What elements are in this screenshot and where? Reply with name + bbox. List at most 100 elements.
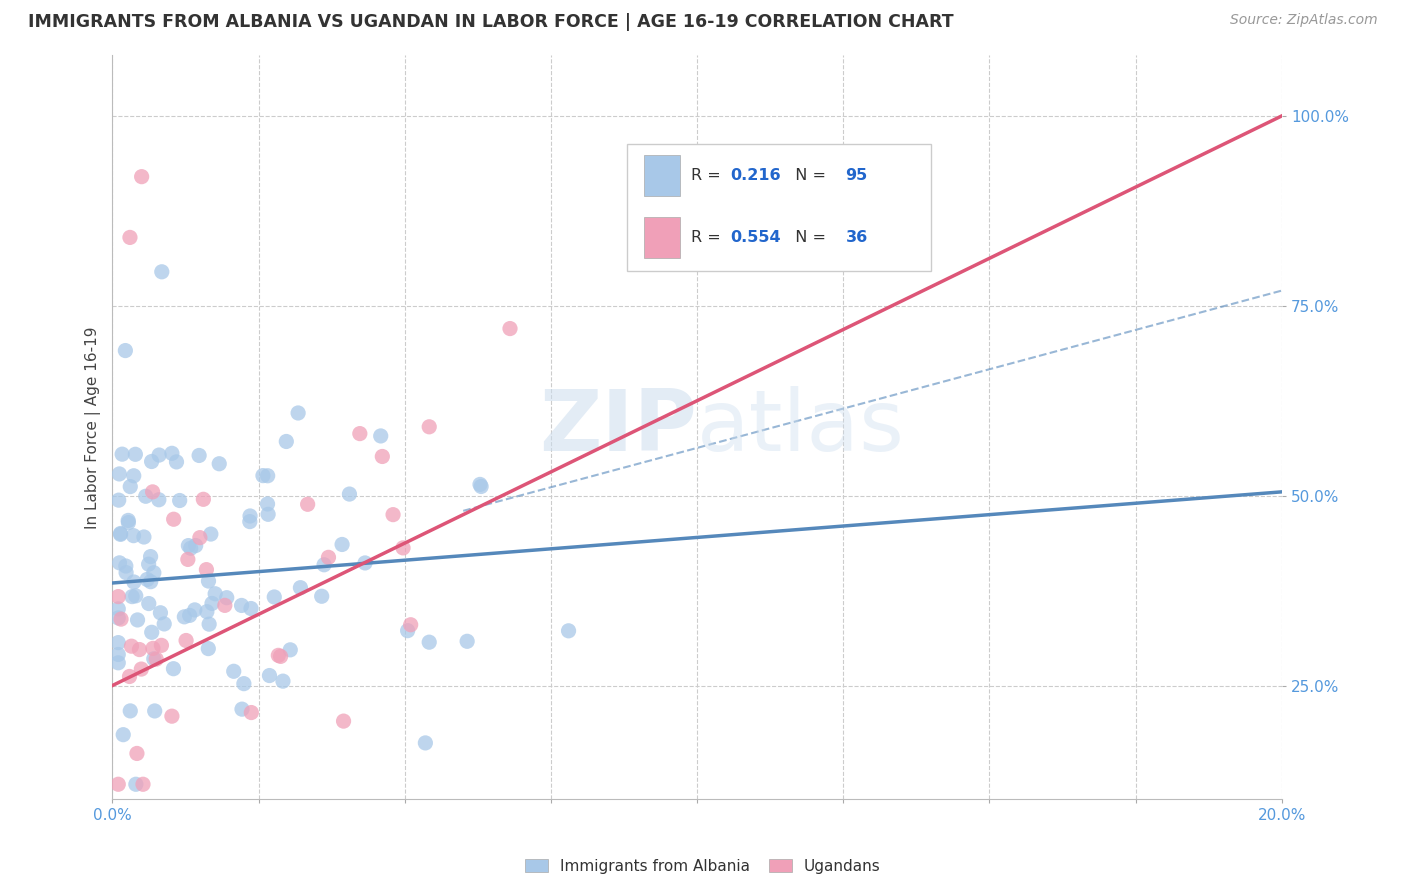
Point xyxy=(153,616,176,631)
Point xyxy=(311,589,333,603)
Point xyxy=(138,597,160,611)
Point xyxy=(201,596,224,610)
Point xyxy=(200,527,222,541)
Point xyxy=(339,487,361,501)
Point xyxy=(141,454,163,468)
Point xyxy=(278,643,301,657)
Point xyxy=(162,662,184,676)
Point xyxy=(122,574,145,589)
Point xyxy=(468,477,491,491)
Point xyxy=(122,528,145,542)
Point xyxy=(354,556,377,570)
Point xyxy=(125,747,148,761)
Point xyxy=(125,589,148,603)
Point xyxy=(371,450,394,464)
Point xyxy=(256,468,278,483)
Text: IMMIGRANTS FROM ALBANIA VS UGANDAN IN LABOR FORCE | AGE 16-19 CORRELATION CHART: IMMIGRANTS FROM ALBANIA VS UGANDAN IN LA… xyxy=(28,13,953,31)
Point xyxy=(332,714,354,728)
Point xyxy=(107,602,129,616)
Point xyxy=(382,508,405,522)
Point xyxy=(122,468,145,483)
Point xyxy=(131,169,153,184)
Point xyxy=(114,559,136,574)
Point xyxy=(110,527,132,541)
Point xyxy=(142,484,165,499)
Text: 36: 36 xyxy=(845,230,868,245)
Point xyxy=(117,513,139,527)
Point xyxy=(276,434,298,449)
Text: 0.216: 0.216 xyxy=(730,169,780,183)
Point xyxy=(252,468,274,483)
Point xyxy=(132,530,155,544)
Point xyxy=(418,635,440,649)
Point xyxy=(173,609,195,624)
Point xyxy=(120,480,142,494)
Point xyxy=(188,449,211,463)
Point xyxy=(108,556,131,570)
Text: N =: N = xyxy=(785,230,831,245)
Point xyxy=(231,599,253,613)
Point xyxy=(142,566,165,580)
Point xyxy=(256,497,278,511)
Point xyxy=(107,611,129,625)
Point xyxy=(160,709,183,723)
Point xyxy=(142,652,165,666)
FancyBboxPatch shape xyxy=(627,145,931,271)
Point xyxy=(148,492,170,507)
Point xyxy=(148,448,170,462)
Point xyxy=(263,590,285,604)
Text: R =: R = xyxy=(692,230,725,245)
Point xyxy=(160,446,183,460)
Point xyxy=(107,635,129,649)
Point xyxy=(107,656,129,670)
Point xyxy=(290,581,312,595)
Point xyxy=(179,608,201,623)
Bar xyxy=(644,155,679,196)
Text: R =: R = xyxy=(692,169,725,183)
Point xyxy=(267,648,290,663)
Point xyxy=(121,590,143,604)
Point xyxy=(349,426,371,441)
Point xyxy=(470,479,492,493)
Point xyxy=(127,613,149,627)
Point xyxy=(139,549,162,564)
Point xyxy=(193,492,215,507)
Point xyxy=(330,537,353,551)
Point xyxy=(318,550,340,565)
Point xyxy=(370,429,392,443)
Point xyxy=(120,704,142,718)
Point xyxy=(107,493,129,508)
Point xyxy=(150,265,173,279)
Point xyxy=(177,552,200,566)
Point xyxy=(208,457,231,471)
Point xyxy=(392,541,415,555)
Point xyxy=(259,668,281,682)
Point xyxy=(188,531,211,545)
Point xyxy=(139,574,162,589)
Point xyxy=(112,728,135,742)
Point xyxy=(131,662,153,676)
Point xyxy=(114,343,136,358)
Point xyxy=(108,467,131,481)
Text: 0.554: 0.554 xyxy=(730,230,780,245)
Point xyxy=(270,649,292,664)
Point xyxy=(124,447,146,461)
Point xyxy=(399,617,422,632)
Point xyxy=(174,633,197,648)
Point xyxy=(121,639,143,653)
Point xyxy=(111,447,134,461)
Point xyxy=(169,493,191,508)
Point xyxy=(232,676,254,690)
Point xyxy=(195,605,218,619)
Point xyxy=(149,606,172,620)
Point xyxy=(499,321,522,335)
Point xyxy=(125,777,148,791)
Point xyxy=(150,638,173,652)
Point xyxy=(118,230,141,244)
Point xyxy=(257,508,280,522)
Legend: Immigrants from Albania, Ugandans: Immigrants from Albania, Ugandans xyxy=(519,853,887,880)
Point xyxy=(166,455,188,469)
Point xyxy=(204,587,226,601)
Text: ZIP: ZIP xyxy=(540,386,697,469)
Bar xyxy=(644,217,679,258)
